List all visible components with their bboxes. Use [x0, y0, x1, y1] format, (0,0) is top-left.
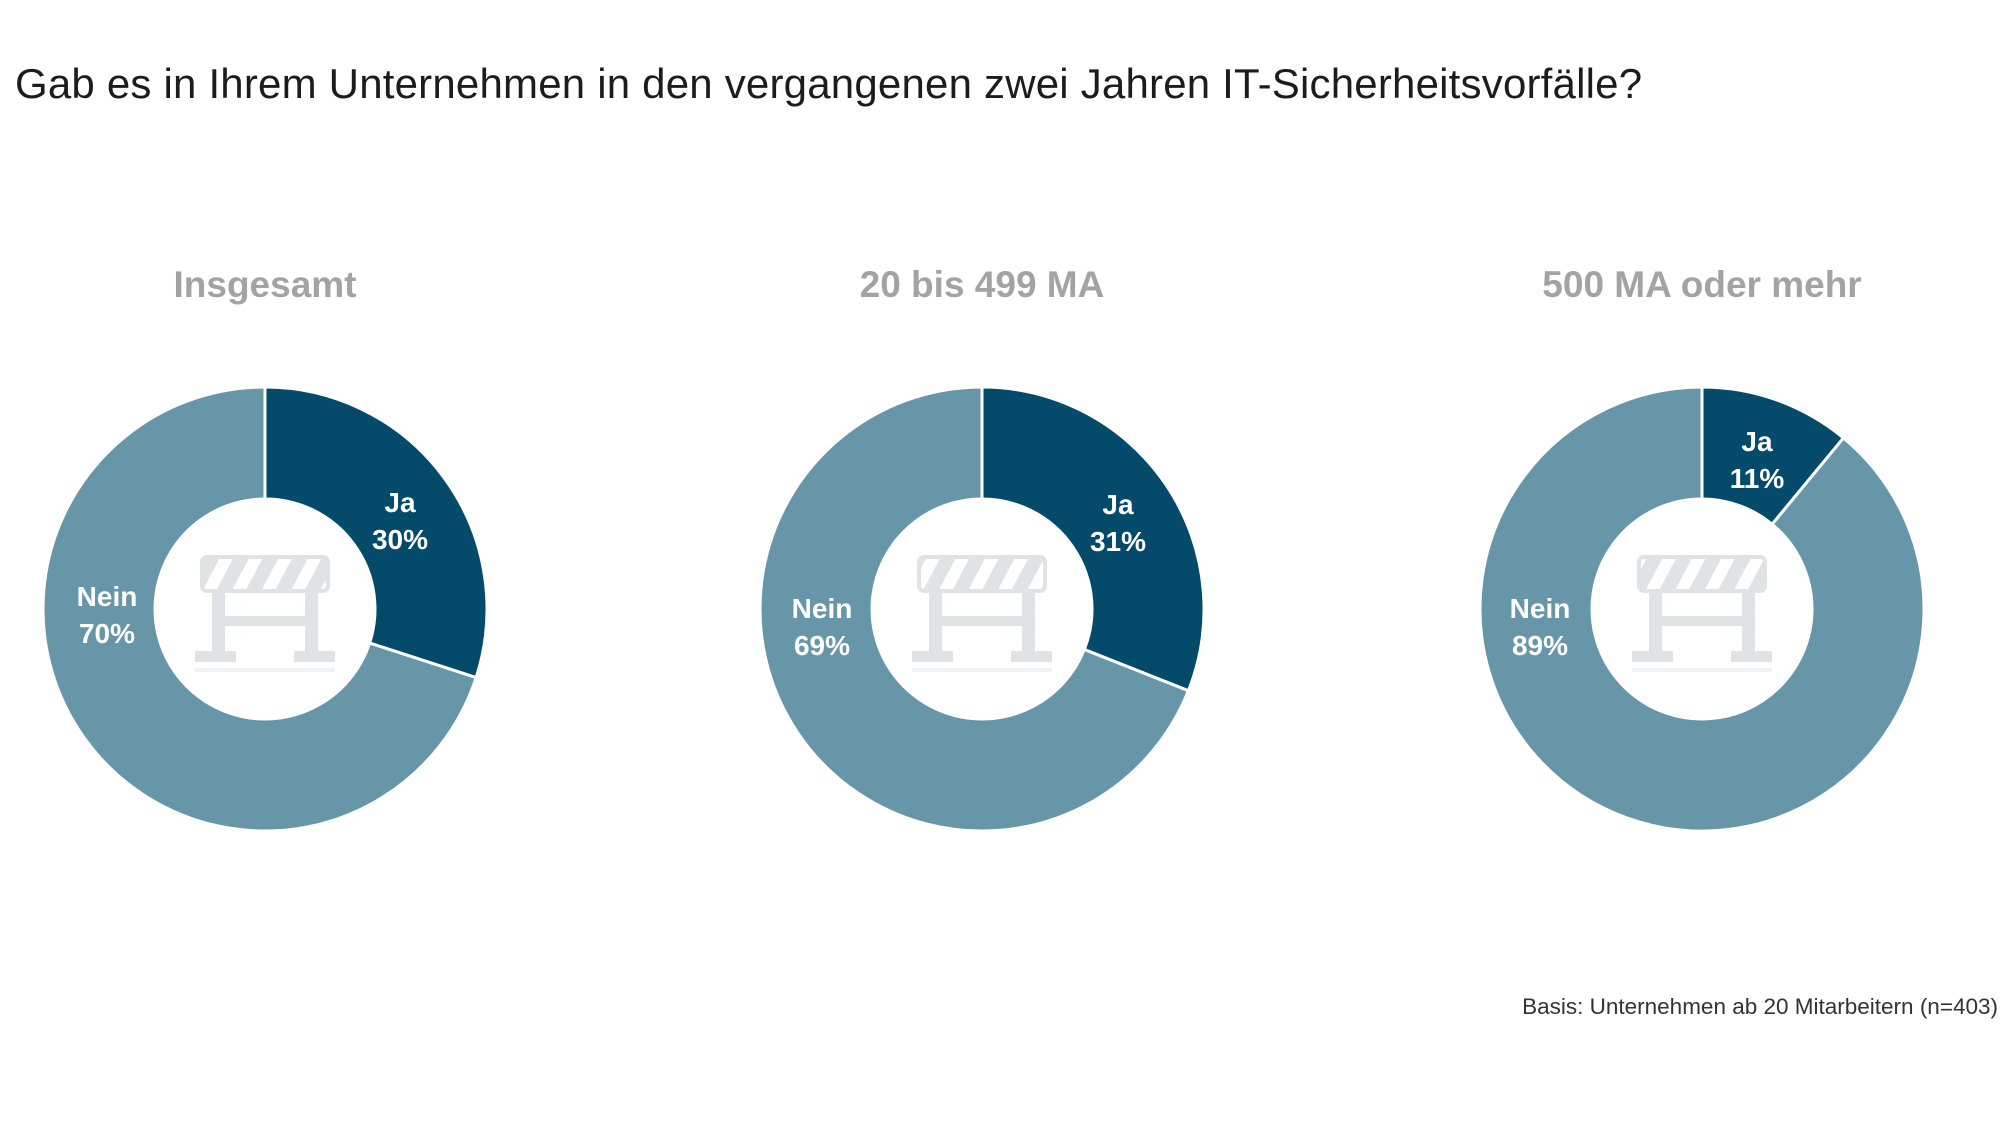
category-title: 500 MA oder mehr [1542, 264, 1861, 305]
barrier-icon [195, 555, 335, 672]
slice-ja [980, 385, 1206, 693]
slice-label-ja: Ja 31% [1090, 489, 1146, 557]
slice-label-nein: Nein 70% [77, 581, 138, 649]
slice-nein [41, 385, 479, 833]
category-title: Insgesamt [173, 264, 356, 305]
slice-label-nein: Nein 69% [792, 593, 853, 661]
category-title: 20 bis 499 MA [860, 264, 1105, 305]
slice-nein [1478, 385, 1926, 833]
footnote: Basis: Unternehmen ab 20 Mitarbeitern (n… [1522, 994, 1998, 1019]
chart-title: Gab es in Ihrem Unternehmen in den verga… [15, 60, 1643, 107]
barrier-icon [912, 555, 1052, 672]
slice-ja [263, 385, 489, 680]
barrier-icon [1632, 555, 1772, 672]
slice-label-ja: Ja 30% [372, 487, 428, 555]
slice-label-nein: Nein 89% [1510, 593, 1571, 661]
slice-label-ja: Ja 11% [1730, 426, 1785, 494]
donut-chart-2: 20 bis 499 MA Ja 31% Nein 69% [758, 264, 1206, 833]
donut-chart-3: 500 MA oder mehr Ja 11% Nein 89% [1478, 264, 1926, 833]
slice-nein [758, 385, 1191, 833]
donut-chart-1: Insgesamt Ja 30% Nein 70% [41, 264, 489, 833]
